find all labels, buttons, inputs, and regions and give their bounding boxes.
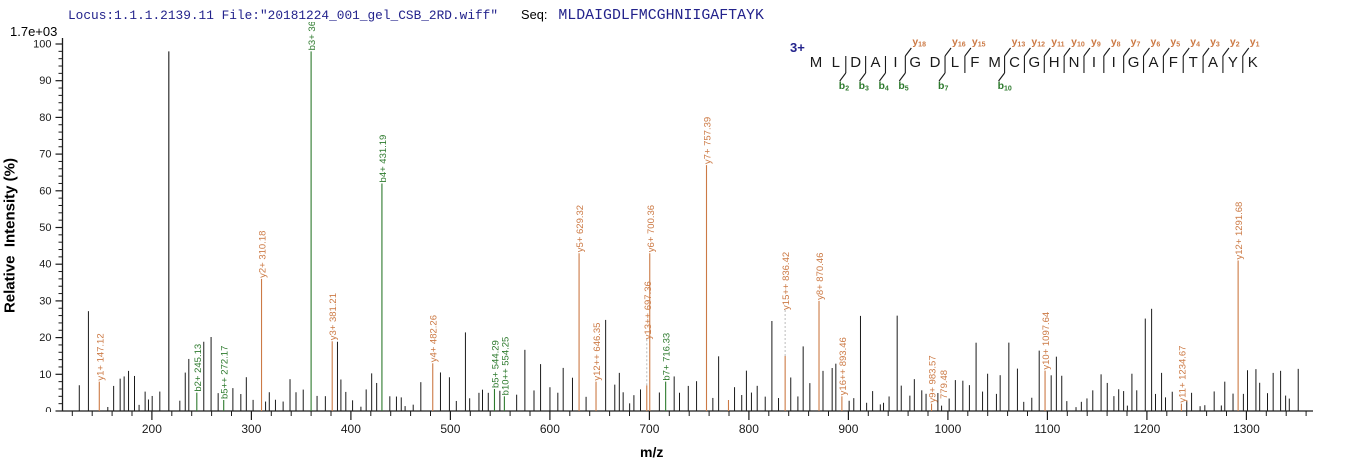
svg-text:y4: y4 [1190,36,1200,49]
svg-text:y8+ 870.46: y8+ 870.46 [815,253,826,300]
svg-text:Y: Y [1228,54,1238,71]
svg-text:y12: y12 [1031,36,1045,49]
svg-text:y4+ 482.26: y4+ 482.26 [429,315,440,362]
svg-text:y18: y18 [912,36,926,49]
svg-text:90: 90 [39,75,51,87]
svg-text:50: 50 [39,222,51,234]
svg-text:y12+ 1291.68: y12+ 1291.68 [1234,202,1245,260]
svg-text:600: 600 [540,422,560,436]
svg-text:100: 100 [33,39,51,51]
svg-text:I: I [1092,54,1096,71]
svg-text:200: 200 [142,422,162,436]
svg-text:b7: b7 [938,80,948,93]
svg-text:1100: 1100 [1034,422,1060,436]
svg-text:y13++ 697.36: y13++ 697.36 [643,281,654,339]
svg-text:y10: y10 [1071,36,1085,49]
svg-text:y16: y16 [952,36,966,49]
svg-text:b7+ 716.33: b7+ 716.33 [662,333,673,381]
svg-text:b2: b2 [839,80,849,93]
svg-text:G: G [1128,54,1140,71]
svg-text:y15: y15 [972,36,986,49]
svg-text:y5: y5 [1170,36,1180,49]
svg-text:80: 80 [39,112,51,124]
svg-text:900: 900 [838,422,858,436]
svg-text:y6: y6 [1151,36,1161,49]
svg-text:C: C [1009,54,1020,71]
svg-text:G: G [1029,54,1041,71]
svg-text:0: 0 [45,406,51,418]
svg-text:y7+ 757.39: y7+ 757.39 [703,117,714,164]
svg-text:y3+ 381.21: y3+ 381.21 [328,293,339,340]
svg-text:y6+ 700.36: y6+ 700.36 [646,205,657,252]
svg-text:D: D [850,54,861,71]
svg-text:3+: 3+ [790,40,805,55]
svg-text:D: D [930,54,941,71]
svg-text:A: A [1208,54,1218,71]
svg-text:y12++ 646.35: y12++ 646.35 [592,323,603,381]
svg-text:I: I [1112,54,1116,71]
svg-text:70: 70 [39,149,51,161]
svg-text:I: I [893,54,897,71]
svg-text:M: M [810,54,823,71]
svg-text:y1+ 147.12: y1+ 147.12 [95,333,106,380]
svg-text:20: 20 [39,332,51,344]
svg-text:y11: y11 [1051,36,1064,49]
svg-text:700: 700 [639,422,659,436]
svg-text:30: 30 [39,295,51,307]
svg-text:L: L [951,54,959,71]
svg-text:T: T [1189,54,1198,71]
svg-text:300: 300 [241,422,261,436]
svg-text:40: 40 [39,259,51,271]
svg-text:M: M [988,54,1001,71]
svg-text:b3+ 360: b3+ 360 [307,16,318,51]
svg-text:y16++ 893.46: y16++ 893.46 [838,337,849,395]
svg-text:y3: y3 [1210,36,1220,49]
svg-text:y9+ 983.57: y9+ 983.57 [928,355,939,402]
svg-text:y2+ 310.18: y2+ 310.18 [258,231,269,278]
svg-text:400: 400 [341,422,361,436]
svg-text:y5+ 629.32: y5+ 629.32 [575,205,586,252]
svg-text:K: K [1248,54,1258,71]
svg-text:y11+ 1234.67: y11+ 1234.67 [1177,346,1188,403]
svg-text:y15++ 836.42: y15++ 836.42 [781,252,792,310]
svg-text:y10+ 1097.64: y10+ 1097.64 [1041,312,1052,370]
svg-text:500: 500 [440,422,460,436]
svg-text:779.48: 779.48 [939,370,950,399]
svg-text:A: A [871,54,881,71]
svg-text:b5: b5 [898,80,908,93]
svg-text:b10++ 554.25: b10++ 554.25 [500,337,511,396]
svg-text:b2+ 245.13: b2+ 245.13 [193,344,204,392]
svg-text:1000: 1000 [935,422,962,436]
svg-text:800: 800 [739,422,759,436]
svg-text:A: A [1148,54,1158,71]
svg-text:y8: y8 [1111,36,1121,49]
svg-text:F: F [970,54,979,71]
svg-text:y1: y1 [1250,36,1260,49]
svg-text:b4: b4 [878,80,888,93]
svg-text:L: L [832,54,840,71]
svg-text:b10: b10 [998,80,1012,93]
svg-text:b3: b3 [859,80,869,93]
svg-text:G: G [909,54,921,71]
svg-text:y2: y2 [1230,36,1240,49]
svg-text:y9: y9 [1091,36,1101,49]
svg-text:b5++ 272.17: b5++ 272.17 [220,346,231,399]
svg-text:y7: y7 [1131,36,1141,49]
svg-text:60: 60 [39,185,51,197]
svg-text:N: N [1069,54,1080,71]
svg-text:b4+ 431.19: b4+ 431.19 [378,135,389,183]
svg-text:10: 10 [39,369,51,381]
svg-text:F: F [1169,54,1178,71]
svg-text:1300: 1300 [1233,422,1260,436]
svg-text:1200: 1200 [1134,422,1161,436]
svg-text:y13: y13 [1012,36,1026,49]
svg-text:H: H [1049,54,1060,71]
